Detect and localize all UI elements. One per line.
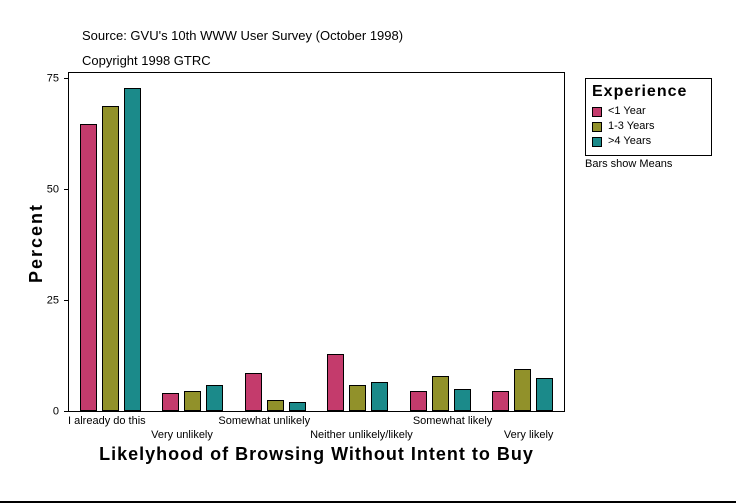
x-axis-label: Somewhat unlikely [218, 415, 311, 427]
legend-items: <1 Year 1-3 Years >4 Years [592, 106, 705, 147]
bottom-divider [0, 501, 736, 503]
x-axis-label-cell: Very likely [492, 415, 565, 441]
legend: Experience <1 Year 1-3 Years >4 Years [585, 78, 712, 156]
legend-item: <1 Year [592, 106, 705, 117]
legend-title: Experience [592, 83, 688, 100]
x-axis-label-cell: Neither unlikely/likely [310, 415, 413, 441]
legend-item: 1-3 Years [592, 121, 705, 132]
bar [123, 88, 141, 411]
bar [288, 402, 306, 411]
legend-swatch [592, 136, 602, 147]
bar [327, 353, 345, 411]
x-axis-label: I already do this [68, 415, 146, 427]
bar [371, 382, 389, 411]
y-tick-label: 25 [46, 294, 59, 307]
x-axis-label: Neither unlikely/likely [310, 429, 413, 441]
legend-item: >4 Years [592, 136, 705, 147]
source-text: Source: GVU's 10th WWW User Survey (Octo… [82, 28, 404, 43]
bar [244, 373, 262, 411]
legend-item-label: >4 Years [608, 135, 652, 147]
x-axis-label: Somewhat likely [412, 415, 493, 427]
legend-item-label: <1 Year [608, 105, 646, 117]
x-axis-labels: I already do this Very unlikely Somewhat u… [68, 415, 565, 441]
y-tick-label: 75 [46, 72, 59, 85]
bar-group [399, 73, 482, 411]
bar [206, 384, 224, 411]
bar [492, 391, 510, 411]
y-tick-mark [64, 77, 68, 79]
y-tick-label: 0 [52, 405, 59, 418]
bar [514, 369, 532, 411]
legend-swatch [592, 106, 602, 117]
plot-area [68, 72, 565, 412]
chart-title: Likelyhood of Browsing Without Intent to… [99, 444, 534, 464]
bar-group [69, 73, 152, 411]
legend-swatch [592, 121, 602, 132]
y-tick-mark [64, 188, 68, 190]
bar [266, 399, 284, 411]
bar-group [317, 73, 400, 411]
x-axis-label: Very unlikely [151, 429, 213, 441]
copyright-text: Copyright 1998 GTRC [82, 53, 211, 68]
bar-group [234, 73, 317, 411]
y-tick-mark [64, 411, 68, 412]
x-axis-label: Very likely [503, 429, 554, 441]
bar [431, 375, 449, 411]
bar [409, 391, 427, 411]
bar [101, 106, 119, 411]
y-tick-mark [64, 299, 68, 301]
x-axis-label-cell: I already do this [68, 415, 146, 441]
x-axis-label-cell: Very unlikely [146, 415, 219, 441]
x-axis-label-cell: Somewhat likely [413, 415, 492, 441]
legend-note: Bars show Means [585, 158, 673, 170]
bar [536, 377, 554, 411]
bar-group [482, 73, 565, 411]
bar [79, 123, 97, 411]
y-tick-label: 50 [46, 183, 59, 196]
bar [162, 393, 180, 411]
x-axis-label-cell: Somewhat unlikely [218, 415, 310, 441]
y-axis: 0 25 50 75 [24, 72, 68, 417]
bar-group [152, 73, 235, 411]
bar [184, 391, 202, 411]
bar [453, 388, 471, 411]
legend-item-label: 1-3 Years [608, 120, 655, 132]
bar [349, 384, 367, 411]
